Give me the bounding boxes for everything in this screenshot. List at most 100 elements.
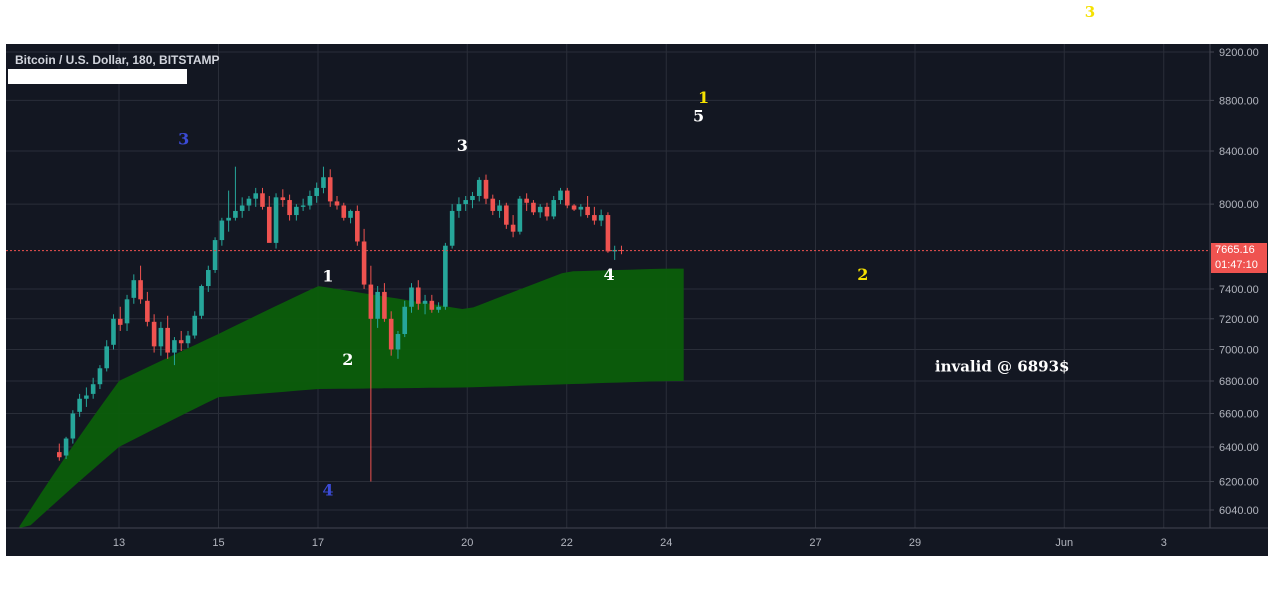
candle[interactable] [97, 365, 103, 390]
candle-body[interactable] [456, 204, 462, 211]
candle[interactable] [510, 215, 516, 238]
candle[interactable] [199, 284, 204, 319]
candle[interactable] [571, 204, 577, 211]
candle[interactable] [63, 436, 69, 459]
candle-body[interactable] [178, 340, 184, 344]
candle[interactable] [531, 200, 536, 216]
candle-body[interactable] [355, 210, 360, 242]
candle-body[interactable] [266, 206, 272, 243]
candle-body[interactable] [436, 306, 441, 310]
candle[interactable] [280, 189, 286, 207]
candle[interactable] [443, 242, 448, 310]
candle[interactable] [253, 187, 259, 207]
candle[interactable] [90, 377, 96, 399]
candle[interactable] [327, 169, 333, 207]
candle[interactable] [415, 280, 421, 310]
candle[interactable] [361, 228, 367, 289]
candle[interactable] [348, 209, 353, 224]
candle[interactable] [294, 204, 299, 221]
candle[interactable] [219, 217, 225, 246]
candle[interactable] [422, 294, 428, 315]
candle-body[interactable] [470, 195, 475, 201]
candle-body[interactable] [165, 327, 170, 353]
candle[interactable] [233, 166, 238, 221]
candle[interactable] [131, 274, 137, 304]
candle-body[interactable] [402, 306, 408, 335]
candle-body[interactable] [151, 321, 157, 347]
candle[interactable] [172, 337, 177, 366]
candle-body[interactable] [192, 315, 198, 336]
candle-body[interactable] [598, 215, 604, 221]
candle-body[interactable] [490, 198, 496, 211]
candle-body[interactable] [246, 198, 252, 206]
candle[interactable] [104, 340, 110, 372]
candle-body[interactable] [449, 210, 455, 246]
candle-body[interactable] [605, 215, 611, 252]
candle-body[interactable] [294, 206, 299, 216]
candle[interactable] [517, 195, 523, 235]
candle[interactable] [158, 321, 164, 356]
candle[interactable] [178, 330, 184, 352]
candle[interactable] [375, 286, 380, 328]
candle-body[interactable] [158, 327, 164, 347]
candle-body[interactable] [57, 452, 62, 458]
candle[interactable] [395, 330, 401, 359]
candle[interactable] [145, 291, 150, 327]
candle-body[interactable] [145, 300, 150, 322]
candle[interactable] [544, 202, 550, 221]
candle-body[interactable] [111, 318, 116, 345]
candle[interactable] [382, 283, 387, 322]
candle-body[interactable] [307, 195, 313, 206]
candle[interactable] [368, 265, 374, 482]
candle-body[interactable] [415, 287, 421, 304]
candle[interactable] [524, 193, 529, 211]
candle[interactable] [483, 174, 489, 205]
candle[interactable] [151, 314, 157, 353]
candle[interactable] [564, 187, 570, 209]
candle-body[interactable] [172, 340, 177, 353]
candle-body[interactable] [409, 287, 414, 307]
candle-body[interactable] [131, 280, 137, 298]
candle-body[interactable] [63, 438, 69, 456]
candle-body[interactable] [287, 200, 292, 216]
candle[interactable] [476, 177, 482, 202]
price-axis[interactable] [1210, 44, 1268, 556]
candle-body[interactable] [219, 220, 225, 241]
candle-body[interactable] [382, 291, 387, 319]
candle-body[interactable] [233, 210, 238, 218]
candle[interactable] [537, 204, 543, 218]
candle[interactable] [334, 195, 340, 210]
candle-body[interactable] [388, 318, 394, 350]
candle-body[interactable] [327, 177, 333, 202]
candle[interactable] [592, 206, 597, 225]
candle[interactable] [449, 204, 455, 249]
candle-body[interactable] [348, 210, 353, 218]
candle-body[interactable] [104, 346, 110, 369]
candle[interactable] [138, 265, 143, 304]
candle-body[interactable] [70, 413, 76, 439]
candle[interactable] [266, 195, 272, 243]
candle[interactable] [551, 195, 557, 220]
candle-body[interactable] [619, 249, 624, 251]
candle[interactable] [504, 202, 509, 229]
candle-body[interactable] [504, 205, 509, 225]
candle[interactable] [111, 314, 116, 350]
candle-body[interactable] [273, 197, 279, 243]
candle[interactable] [456, 197, 462, 218]
candle[interactable] [206, 265, 211, 292]
candle-body[interactable] [497, 205, 502, 211]
candle-body[interactable] [571, 205, 577, 210]
candle[interactable] [307, 190, 313, 210]
candle[interactable] [192, 311, 198, 339]
candle-body[interactable] [537, 206, 543, 213]
candle-body[interactable] [544, 206, 550, 217]
candle-body[interactable] [138, 280, 143, 300]
candle[interactable] [388, 311, 394, 356]
candle[interactable] [212, 237, 218, 273]
candle-body[interactable] [84, 395, 89, 399]
candle-body[interactable] [443, 245, 448, 307]
candle-body[interactable] [117, 318, 123, 325]
candle[interactable] [605, 212, 611, 253]
candle-body[interactable] [524, 198, 529, 203]
